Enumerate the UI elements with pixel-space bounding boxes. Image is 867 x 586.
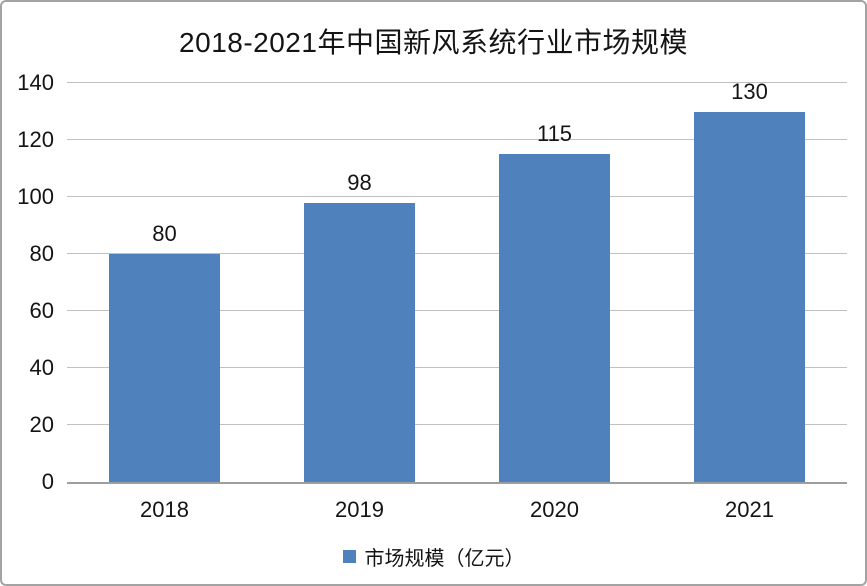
legend-label: 市场规模（亿元） bbox=[364, 548, 525, 570]
x-tick-label: 2018 bbox=[140, 497, 189, 522]
bar bbox=[694, 111, 805, 482]
y-tick-label: 100 bbox=[17, 184, 54, 209]
gridline bbox=[67, 139, 847, 140]
gridline bbox=[67, 424, 847, 425]
y-tick-label: 20 bbox=[29, 412, 54, 437]
legend-swatch bbox=[342, 550, 356, 563]
y-tick-label: 140 bbox=[17, 70, 54, 95]
y-tick-label: 0 bbox=[41, 469, 54, 494]
bar-value-label: 115 bbox=[536, 121, 573, 147]
y-axis-labels: 0 20 40 60 80 100 120 140 bbox=[2, 70, 54, 494]
x-tick-label: 2020 bbox=[530, 497, 579, 522]
gridline bbox=[67, 196, 847, 197]
y-tick-label: 120 bbox=[17, 127, 54, 152]
x-tick-label: 2019 bbox=[335, 497, 384, 522]
x-tick-label: 2021 bbox=[725, 497, 774, 522]
gridline bbox=[67, 310, 847, 311]
x-axis-labels: 2018 2019 2020 2021 bbox=[67, 497, 847, 525]
y-tick-label: 60 bbox=[29, 298, 54, 323]
bar-value-label: 130 bbox=[731, 78, 768, 104]
bar bbox=[304, 202, 415, 482]
legend: 市场规模（亿元） bbox=[2, 542, 865, 571]
gridline bbox=[67, 82, 847, 83]
gridline bbox=[67, 367, 847, 368]
y-tick-label: 80 bbox=[29, 241, 54, 266]
bar bbox=[499, 154, 610, 482]
gridline bbox=[67, 253, 847, 254]
bar-value-label: 80 bbox=[152, 221, 177, 246]
y-tick-label: 40 bbox=[29, 355, 54, 380]
bar bbox=[109, 254, 220, 482]
plot-area: 80 98 115 130 bbox=[67, 79, 847, 484]
chart-title: 2018-2021年中国新风系统行业市场规模 bbox=[179, 27, 688, 58]
bar-value-label: 98 bbox=[347, 169, 372, 195]
